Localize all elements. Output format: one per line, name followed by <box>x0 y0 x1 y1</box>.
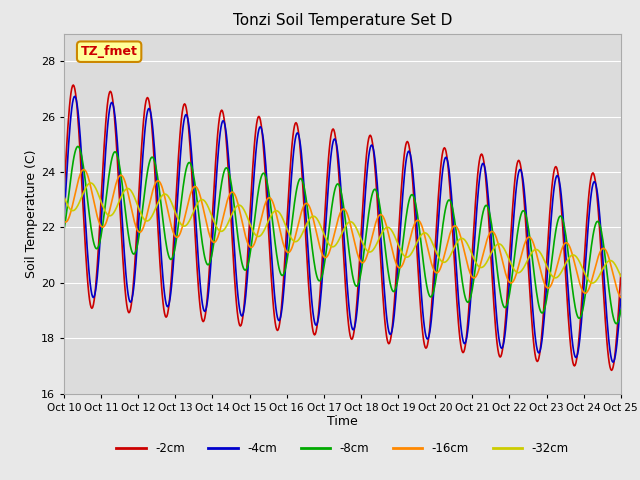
Text: TZ_fmet: TZ_fmet <box>81 45 138 58</box>
Legend: -2cm, -4cm, -8cm, -16cm, -32cm: -2cm, -4cm, -8cm, -16cm, -32cm <box>111 437 573 460</box>
Y-axis label: Soil Temperature (C): Soil Temperature (C) <box>25 149 38 278</box>
Title: Tonzi Soil Temperature Set D: Tonzi Soil Temperature Set D <box>233 13 452 28</box>
X-axis label: Time: Time <box>327 415 358 429</box>
